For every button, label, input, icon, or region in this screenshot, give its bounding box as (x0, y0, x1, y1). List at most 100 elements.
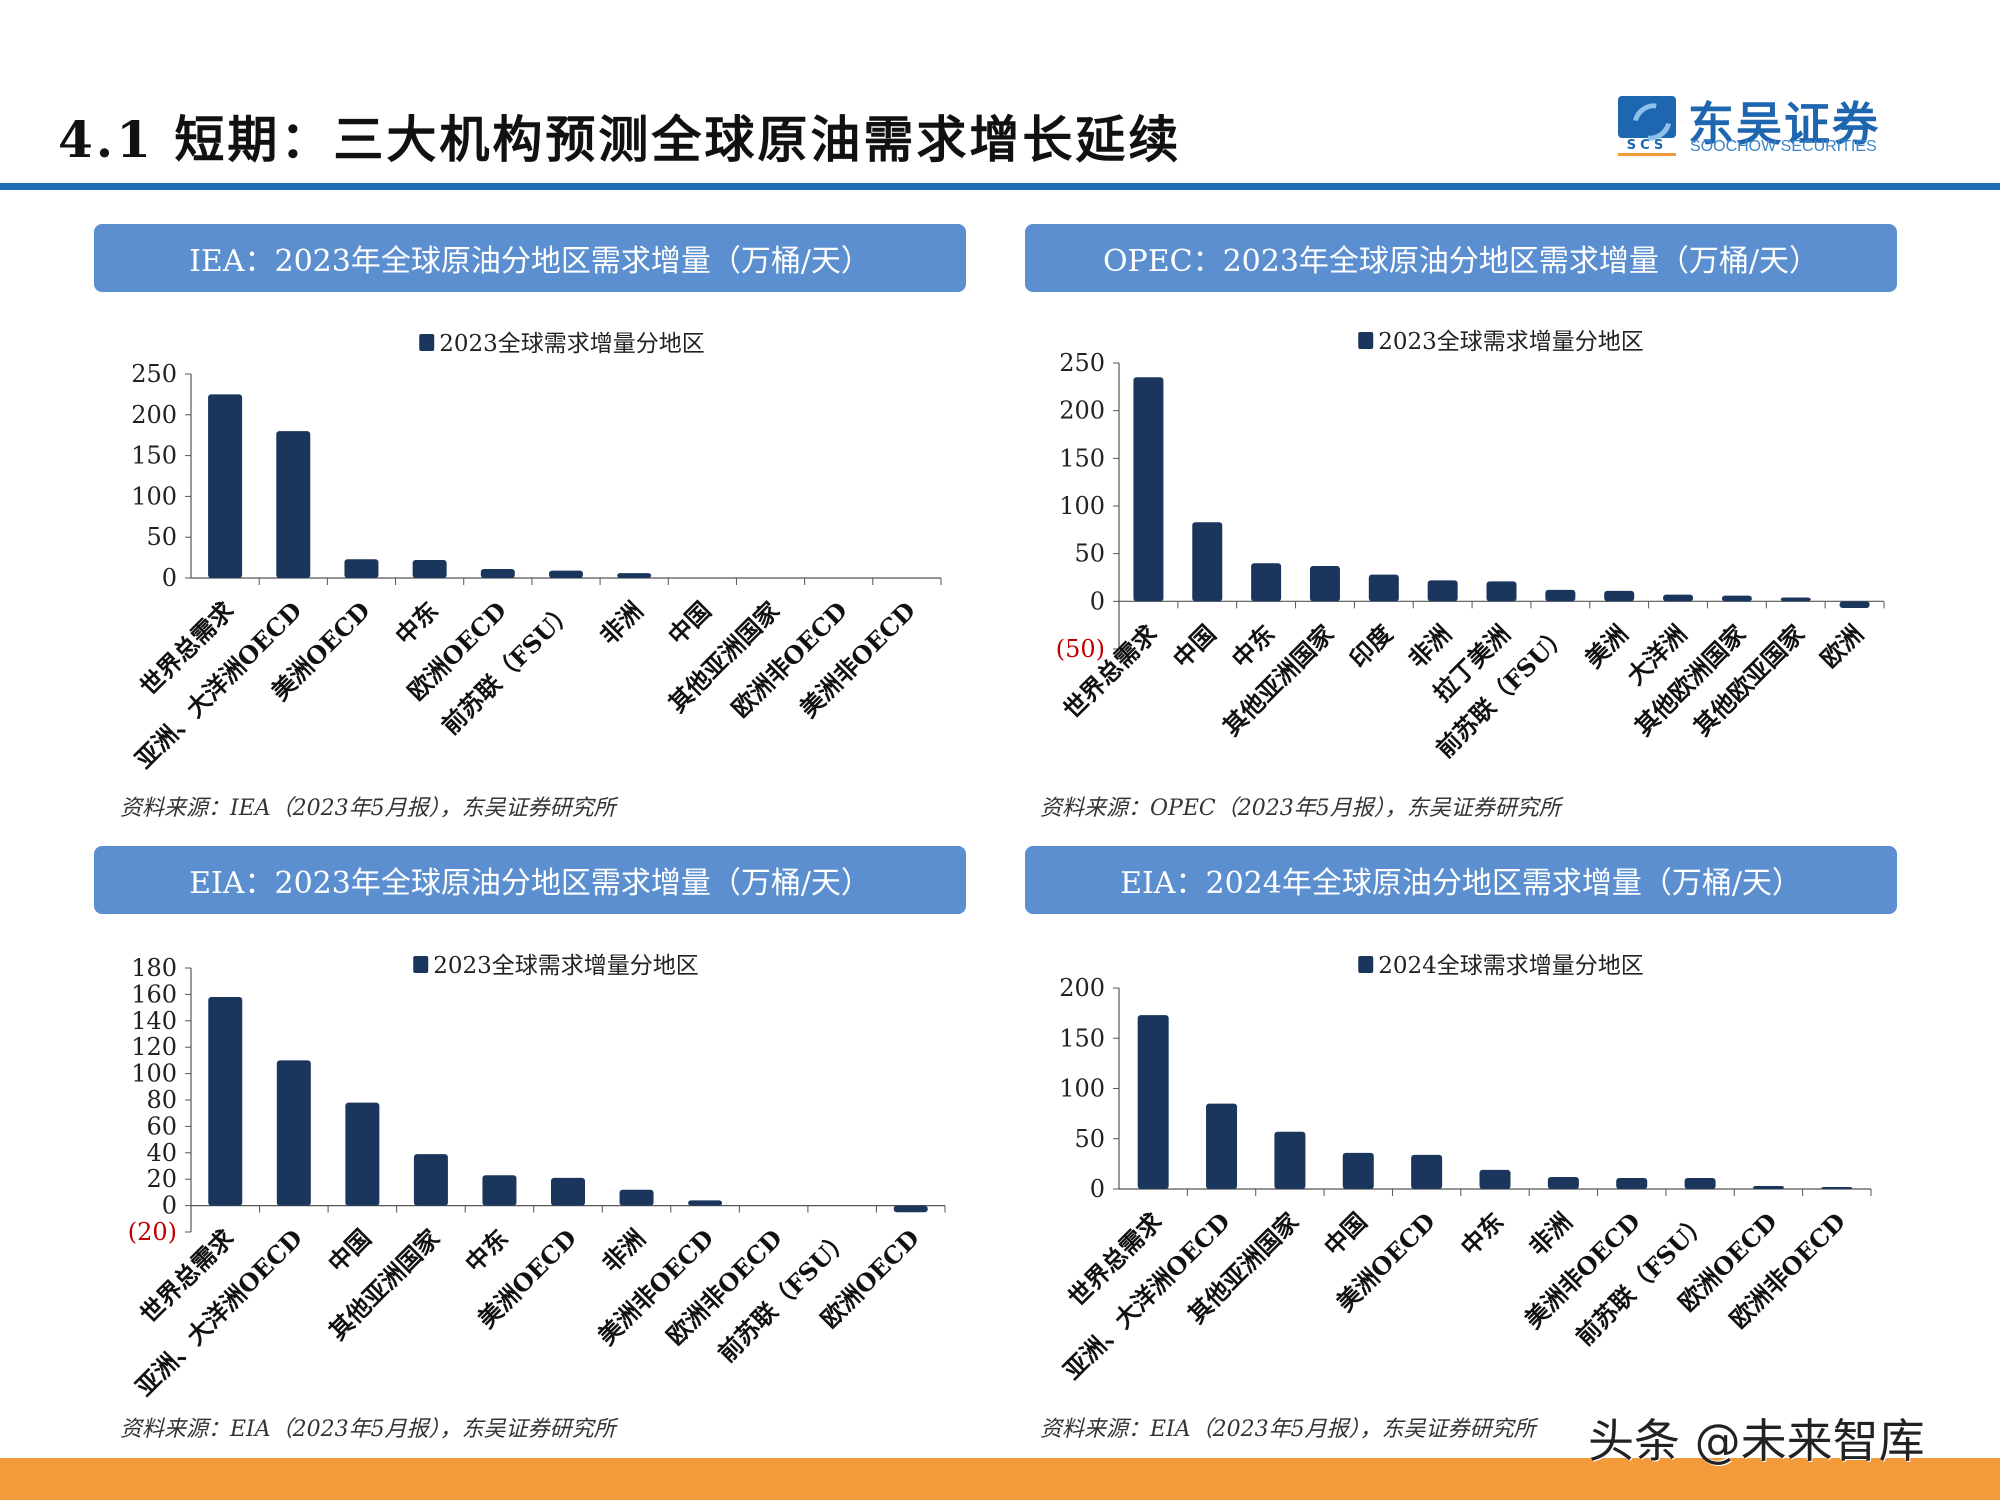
bar (344, 559, 379, 578)
y-tick-label: 250 (1059, 349, 1105, 377)
bar (1192, 522, 1223, 602)
bar (1486, 581, 1517, 602)
y-tick-label: 150 (131, 442, 177, 470)
y-tick-label: 180 (131, 954, 177, 982)
legend-label: 2023全球需求增量分地区 (1378, 329, 1644, 355)
y-tick-label: 0 (162, 564, 177, 592)
x-category-label: 中东 (389, 596, 443, 650)
y-tick-label: 200 (1059, 974, 1105, 1002)
bar (1839, 601, 1870, 609)
bar (1133, 377, 1164, 602)
source-note-eia-2023: 资料来源：EIA（2023年5月报），东吴证券研究所 (120, 1417, 616, 1442)
bar (412, 560, 447, 578)
legend: 2023全球需求增量分地区 (1358, 329, 1644, 355)
y-tick-label: 150 (1059, 1024, 1105, 1052)
bar (549, 570, 583, 578)
bar (619, 1189, 654, 1206)
bar (208, 997, 243, 1206)
bar (688, 1200, 723, 1206)
y-tick-label: 200 (131, 401, 177, 429)
y-tick-label: 160 (131, 980, 177, 1008)
y-tick-label: 100 (1059, 1075, 1105, 1103)
y-tick-label: 120 (131, 1033, 177, 1061)
legend: 2023全球需求增量分地区 (413, 953, 699, 979)
panel-title-opec-2023: OPEC：2023年全球原油分地区需求增量（万桶/天） (1025, 224, 1897, 292)
bar (1545, 589, 1576, 602)
x-category-label: 中东 (1455, 1207, 1509, 1261)
bar (1780, 597, 1811, 602)
y-tick-label: 40 (146, 1139, 177, 1167)
bar (1752, 1185, 1784, 1189)
y-tick-label: 0 (162, 1192, 177, 1220)
bar (480, 569, 515, 578)
bar (276, 1060, 311, 1206)
logo-english-name: SOOCHOW SECURITIES (1690, 138, 1877, 155)
y-tick-label: 0 (1090, 1175, 1105, 1203)
bar (413, 1154, 448, 1206)
panel-title-eia-2024: EIA：2024年全球原油分地区需求增量（万桶/天） (1025, 846, 1897, 914)
legend: 2023全球需求增量分地区 (419, 331, 705, 357)
bar (1251, 563, 1282, 602)
legend-label: 2023全球需求增量分地区 (433, 953, 699, 979)
bar (1137, 1015, 1169, 1189)
bar (1721, 595, 1752, 602)
x-category-label: 非洲 (1523, 1207, 1577, 1261)
x-category-label: 非洲 (596, 1223, 650, 1277)
bar (1663, 594, 1694, 602)
y-tick-label: 250 (131, 360, 177, 388)
bar (1427, 580, 1458, 602)
y-tick-label: 60 (146, 1112, 177, 1140)
x-category-label: 中国 (1167, 619, 1221, 673)
panel-title-eia-2023: EIA：2023年全球原油分地区需求增量（万桶/天） (94, 846, 966, 914)
bar (551, 1177, 585, 1206)
x-category-label: 欧洲 (1814, 619, 1868, 673)
bar (1604, 590, 1635, 602)
bar (208, 394, 243, 578)
watermark: 头条 @未来智库 (1588, 1414, 1925, 1468)
x-category-label: 中国 (1318, 1207, 1372, 1261)
x-category-label: 非洲 (594, 596, 648, 650)
bar (617, 573, 652, 578)
source-note-eia-2024: 资料来源：EIA（2023年5月报），东吴证券研究所 (1040, 1417, 1536, 1442)
soochow-securities-logo: SCS 东吴证券 SOOCHOW SECURITIES (1618, 92, 1898, 162)
source-note-opec: 资料来源：OPEC（2023年5月报），东吴证券研究所 (1040, 796, 1561, 821)
bar (1274, 1131, 1306, 1189)
chart-2: 2023全球需求增量分地区 (20)02040608010012014016018… (128, 953, 946, 1402)
source-note-iea: 资料来源：IEA（2023年5月报），东吴证券研究所 (120, 796, 616, 821)
footer-bar (0, 1458, 2000, 1500)
logo-abbr: SCS (1618, 138, 1676, 156)
y-tick-label: 80 (146, 1086, 177, 1114)
chart-3: 2024全球需求增量分地区050100150200世界总需求亚洲、大洋洲OECD… (1058, 953, 1872, 1385)
bar (345, 1102, 380, 1206)
bar (1411, 1154, 1443, 1189)
bar (893, 1205, 928, 1213)
x-category-label: 印度 (1344, 618, 1399, 673)
legend: 2024全球需求增量分地区 (1358, 953, 1644, 979)
y-tick-label: 50 (146, 523, 177, 551)
y-tick-label: 100 (131, 482, 177, 510)
y-tick-label: 20 (146, 1165, 177, 1193)
y-tick-label: 200 (1059, 397, 1105, 425)
bar (1684, 1177, 1716, 1189)
bar (1547, 1176, 1579, 1189)
logo-mark-icon (1618, 96, 1676, 138)
bar (1821, 1186, 1853, 1189)
y-tick-label: 140 (131, 1007, 177, 1035)
y-tick-label: (50) (1056, 635, 1105, 663)
y-tick-label: 50 (1074, 540, 1105, 568)
panel-title-iea-2023: IEA：2023年全球原油分地区需求增量（万桶/天） (94, 224, 966, 292)
logo-chinese-name: 东吴证券 (1688, 97, 1880, 151)
y-tick-label: 100 (131, 1060, 177, 1088)
chart-0: 2023全球需求增量分地区050100150200250世界总需求亚洲、大洋洲O… (129, 331, 942, 774)
bar (1616, 1177, 1648, 1189)
y-tick-label: 150 (1059, 444, 1105, 472)
legend-swatch (1358, 956, 1374, 973)
chart-1: 2023全球需求增量分地区(50)050100150200250世界总需求 中国中… (1056, 329, 1885, 764)
header-divider (0, 183, 2000, 190)
bar (1309, 566, 1340, 602)
page-title: 4.1 短期：三大机构预测全球原油需求增长延续 (58, 110, 1182, 169)
y-tick-label: 100 (1059, 492, 1105, 520)
legend-label: 2024全球需求增量分地区 (1378, 953, 1644, 979)
bar (482, 1175, 517, 1206)
